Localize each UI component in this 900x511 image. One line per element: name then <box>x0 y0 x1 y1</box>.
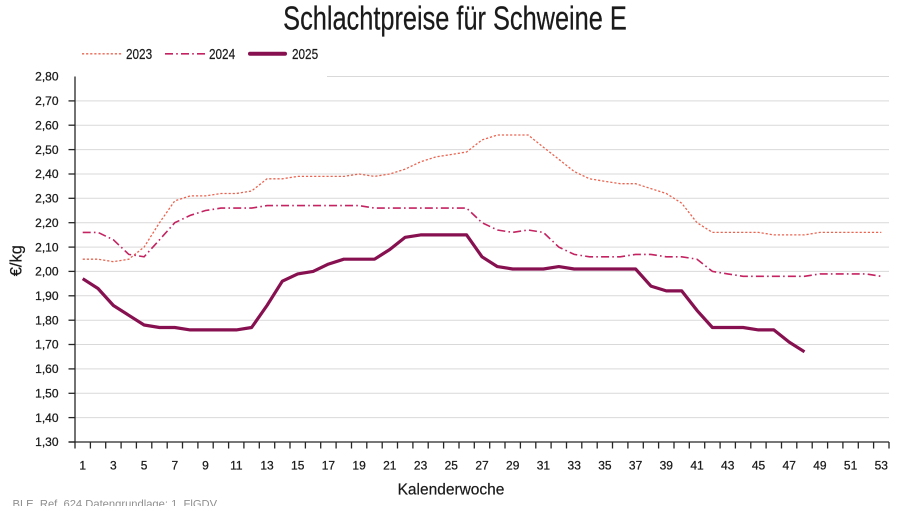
svg-text:39: 39 <box>660 459 674 473</box>
svg-text:2024: 2024 <box>209 46 235 62</box>
svg-text:43: 43 <box>721 459 735 473</box>
svg-text:Kalenderwoche: Kalenderwoche <box>398 481 505 498</box>
svg-text:2,10: 2,10 <box>35 240 59 254</box>
svg-text:21: 21 <box>383 459 397 473</box>
svg-text:BLE, Ref. 624 Datengrundlage:: BLE, Ref. 624 Datengrundlage: 1. FlGDV <box>13 498 218 506</box>
svg-text:33: 33 <box>568 459 582 473</box>
svg-text:13: 13 <box>260 459 274 473</box>
svg-text:49: 49 <box>813 459 827 473</box>
svg-text:7: 7 <box>171 459 178 473</box>
svg-text:51: 51 <box>844 459 858 473</box>
svg-text:31: 31 <box>537 459 551 473</box>
svg-text:45: 45 <box>752 459 766 473</box>
svg-text:1,40: 1,40 <box>35 411 59 425</box>
svg-text:2,20: 2,20 <box>35 216 59 230</box>
svg-text:1: 1 <box>79 459 86 473</box>
svg-text:3: 3 <box>110 459 117 473</box>
svg-text:1,80: 1,80 <box>35 313 59 327</box>
svg-text:17: 17 <box>322 459 336 473</box>
svg-text:41: 41 <box>690 459 704 473</box>
svg-text:53: 53 <box>875 459 889 473</box>
svg-text:37: 37 <box>629 459 643 473</box>
svg-text:47: 47 <box>783 459 797 473</box>
svg-text:25: 25 <box>445 459 459 473</box>
svg-text:2,60: 2,60 <box>35 118 59 132</box>
svg-text:2,40: 2,40 <box>35 167 59 181</box>
svg-text:2,70: 2,70 <box>35 94 59 108</box>
svg-text:2,30: 2,30 <box>35 192 59 206</box>
svg-text:2023: 2023 <box>126 46 152 62</box>
svg-text:19: 19 <box>352 459 366 473</box>
svg-text:5: 5 <box>141 459 148 473</box>
svg-text:27: 27 <box>475 459 489 473</box>
svg-text:€/kg: €/kg <box>8 245 26 276</box>
svg-text:1,70: 1,70 <box>35 338 59 352</box>
svg-text:1,50: 1,50 <box>35 387 59 401</box>
svg-text:Schlachtpreise für Schweine E: Schlachtpreise für Schweine E <box>283 0 627 37</box>
svg-text:35: 35 <box>598 459 612 473</box>
svg-text:15: 15 <box>291 459 305 473</box>
svg-text:11: 11 <box>230 459 243 473</box>
svg-text:2,00: 2,00 <box>35 265 59 279</box>
svg-text:29: 29 <box>506 459 520 473</box>
svg-text:1,30: 1,30 <box>35 435 59 449</box>
svg-text:1,90: 1,90 <box>35 289 59 303</box>
svg-text:2,50: 2,50 <box>35 143 59 157</box>
svg-text:2025: 2025 <box>292 46 318 62</box>
svg-text:1,60: 1,60 <box>35 362 59 376</box>
svg-text:2,80: 2,80 <box>35 70 59 84</box>
svg-text:9: 9 <box>202 459 209 473</box>
svg-text:23: 23 <box>414 459 428 473</box>
